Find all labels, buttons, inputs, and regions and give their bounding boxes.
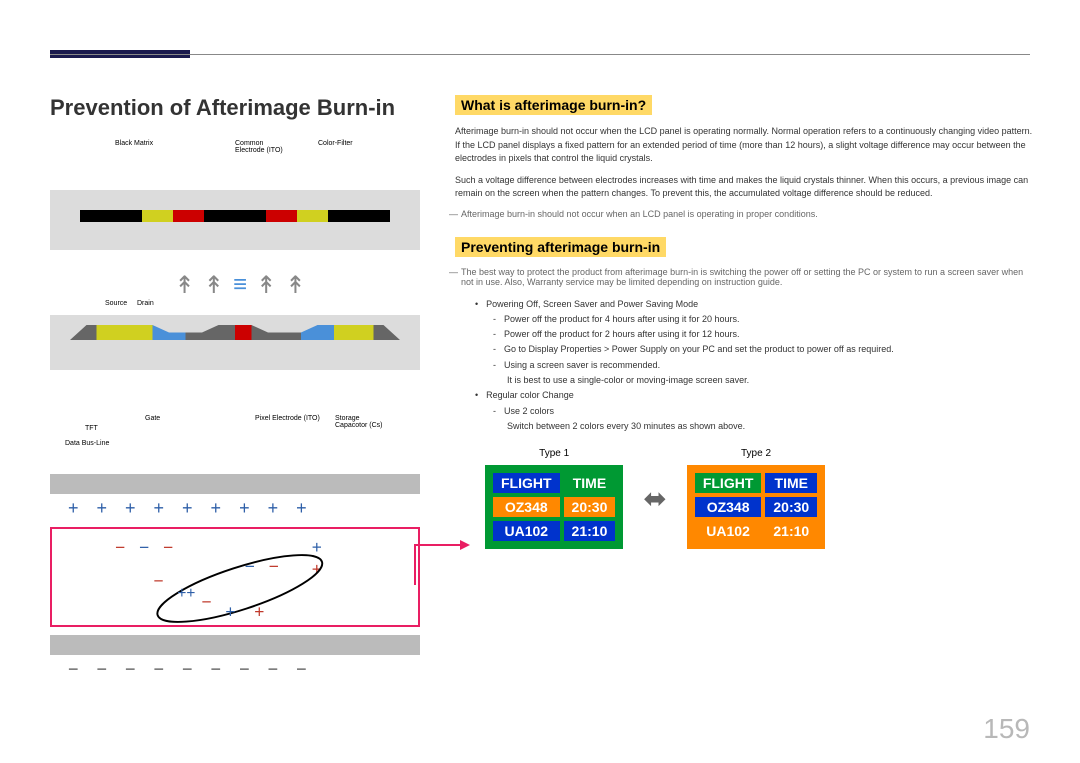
t2-r2c1: UA102 [695, 521, 762, 541]
page-number: 159 [983, 713, 1030, 745]
table-type1: Type 1 FLIGHTTIME OZ34820:30 UA10221:10 [485, 448, 623, 549]
svg-text:−: − [245, 556, 255, 576]
sub-1: Power off the product for 4 hours after … [493, 312, 1035, 327]
tables-row: Type 1 FLIGHTTIME OZ34820:30 UA10221:10 … [485, 448, 1035, 549]
svg-text:+: + [254, 601, 264, 621]
svg-text:++: ++ [177, 585, 195, 602]
content-column: What is afterimage burn-in? Afterimage b… [455, 95, 1035, 549]
svg-text:−: − [153, 571, 163, 591]
para-1: Afterimage burn-in should not occur when… [455, 125, 1035, 166]
label-gate: Gate [145, 415, 160, 422]
note-2: The best way to protect the product from… [461, 267, 1035, 287]
diagram-bottom-layer [50, 315, 420, 370]
svg-text:−: − [201, 592, 211, 612]
label-source: Source [105, 300, 127, 307]
label-pixel-electrode: Pixel Electrode (ITO) [255, 415, 320, 422]
label-color-filter: Color-Filter [318, 140, 353, 147]
table1-label: Type 1 [485, 448, 623, 459]
label-storage: Storage Capacotor (Cs) [335, 415, 382, 429]
label-data-bus: Data Bus-Line [65, 440, 109, 447]
t2-r1c2: 20:30 [765, 497, 817, 517]
svg-text:+: + [225, 601, 235, 621]
t2-header-flight: FLIGHT [695, 473, 762, 493]
table2-label: Type 2 [687, 448, 825, 459]
diagram-arrows: ↟↟≡↟↟ [170, 260, 310, 310]
svg-text:−: − [115, 537, 125, 557]
bullet-2: Regular color Change Use 2 colors Switch… [475, 388, 1035, 434]
t1-header-flight: FLIGHT [493, 473, 560, 493]
label-common-electrode: Common Electrode (ITO) [235, 140, 283, 154]
note-1: Afterimage burn-in should not occur when… [461, 209, 1035, 219]
table-type2: Type 2 FLIGHTTIME OZ34820:30 UA10221:10 [687, 448, 825, 549]
bullet-1: Powering Off, Screen Saver and Power Sav… [475, 297, 1035, 389]
svg-text:+: + [312, 537, 322, 557]
heading-what-is: What is afterimage burn-in? [455, 95, 652, 115]
para-2: Such a voltage difference between electr… [455, 174, 1035, 201]
svg-text:−: − [139, 537, 149, 557]
diagram-top-layer [50, 190, 420, 250]
label-black-matrix: Black Matrix [115, 140, 153, 147]
t1-header-time: TIME [564, 473, 616, 493]
sub-5: Use 2 colors Switch between 2 colors eve… [493, 404, 1035, 435]
sub-4: Using a screen saver is recommended. It … [493, 358, 1035, 389]
page-title: Prevention of Afterimage Burn-in [50, 95, 395, 121]
bullet-list: Powering Off, Screen Saver and Power Sav… [475, 297, 1035, 435]
t2-r1c1: OZ348 [695, 497, 762, 517]
svg-text:−: − [163, 537, 173, 557]
t2-r2c2: 21:10 [765, 521, 817, 541]
header-rule [50, 54, 1030, 55]
lcd-diagram: Black Matrix Common Electrode (ITO) Colo… [50, 140, 420, 460]
swap-arrow-icon: ⬌ [643, 482, 666, 515]
sub-2: Power off the product for 2 hours after … [493, 327, 1035, 342]
label-tft: TFT [85, 425, 98, 432]
t1-r2c2: 21:10 [564, 521, 616, 541]
label-drain: Drain [137, 300, 154, 307]
crystal-symbols: +++++++++ − − − + − − + − ++ − + + −−−−−… [50, 470, 420, 680]
t1-r1c1: OZ348 [493, 497, 560, 517]
t1-r2c1: UA102 [493, 521, 560, 541]
connector-arrow [420, 565, 480, 567]
t1-r1c2: 20:30 [564, 497, 616, 517]
t2-header-time: TIME [765, 473, 817, 493]
sub-3: Go to Display Properties > Power Supply … [493, 342, 1035, 357]
heading-preventing: Preventing afterimage burn-in [455, 237, 666, 257]
